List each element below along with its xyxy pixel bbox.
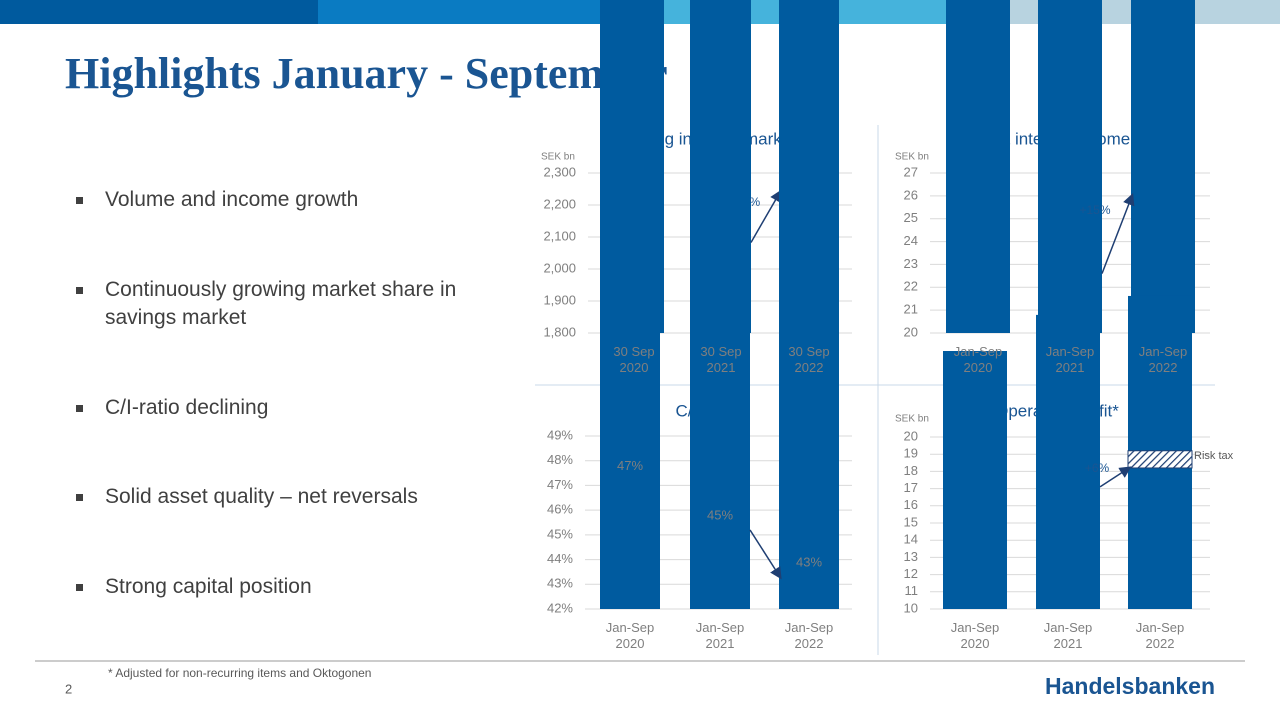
y-tick-label: 1,900 [543,292,576,307]
y-tick-label: 2,100 [543,228,576,243]
axis-unit: SEK bn [895,152,929,163]
slide-title: Highlights January - September [65,49,668,98]
segment-label: Risk tax [1194,450,1234,462]
x-tick-label: Jan-Sep 2021 [695,620,745,651]
bullet: Strong capital position [105,575,312,598]
y-tick-label: 48% [547,452,573,467]
footnote: * Adjusted for non-recurring items and O… [108,666,371,680]
y-tick-label: 43% [547,576,573,591]
growth-arrow [750,189,782,243]
y-tick-label: 44% [547,551,573,566]
value-label: 47% [617,458,643,473]
bar [1131,0,1195,333]
y-tick-label: 17 [904,480,918,495]
y-tick-label: 19 [904,446,918,461]
y-tick-label: 46% [547,502,573,517]
x-tick-label: Jan-Sep 2021 [1045,344,1095,375]
x-tick-label: 30 Sep 2020 [613,344,655,375]
logo: Handelsbanken [1045,673,1215,699]
bullet-dot [76,494,83,501]
axis-unit: SEK bn [541,152,575,163]
top-bar [960,0,1280,24]
y-tick-label: 2,200 [543,196,576,211]
x-tick-label: Jan-Sep 2020 [605,620,655,651]
x-tick-label: Jan-Sep 2022 [1135,620,1185,651]
bar [690,0,750,609]
bullet: C/I-ratio declining [105,396,269,419]
bullet-dot [76,405,83,412]
y-tick-label: 22 [904,279,918,294]
x-tick-label: Jan-Sep 2020 [950,620,1000,651]
y-tick-label: 2,000 [543,260,576,275]
y-tick-label: 27 [904,164,918,179]
x-tick-label: Jan-Sep 2022 [1138,344,1188,375]
y-tick-label: 18 [904,463,918,478]
y-tick-label: 15 [904,514,918,529]
value-label: 43% [796,554,822,569]
y-tick-label: 26 [904,187,918,202]
bullet: Solid asset quality – net reversals [105,485,418,508]
growth-annotation: +15% [1079,203,1110,217]
bullet-dot [76,197,83,204]
bar [600,0,660,609]
y-tick-label: 20 [904,428,918,443]
y-tick-label: 14 [904,532,918,547]
y-tick-label: 24 [904,233,918,248]
bullet-dot [76,584,83,591]
y-tick-label: 11 [905,583,919,598]
y-tick-label: 21 [904,302,918,317]
growth-annotation: +6% [1085,461,1110,475]
y-tick-label: 25 [904,210,918,225]
growth-arrow [749,529,782,580]
bullet: Volume and income growth [105,188,359,211]
bar [946,0,1010,333]
bullet: Continuously growing market share in sav… [105,278,457,329]
x-tick-label: 30 Sep 2022 [788,344,830,375]
y-tick-label: 13 [904,549,918,564]
x-tick-label: Jan-Sep 2021 [1043,620,1093,651]
axis-unit: SEK bn [895,414,929,425]
y-tick-label: 23 [904,256,918,271]
bar [1036,314,1100,609]
x-tick-label: Jan-Sep 2020 [953,344,1003,375]
hatched-bar [1127,450,1193,469]
page-number: 2 [65,681,72,696]
y-tick-label: 16 [904,497,918,512]
top-bar [318,0,637,24]
y-tick-label: 49% [547,427,573,442]
growth-arrow [1101,193,1135,274]
growth-arrow [1099,466,1132,488]
bar [1038,0,1102,333]
y-tick-label: 45% [547,526,573,541]
y-tick-label: 2,300 [543,164,576,179]
x-tick-label: 30 Sep 2021 [700,344,742,375]
y-tick-label: 12 [904,566,918,581]
y-tick-label: 47% [547,477,573,492]
x-tick-label: Jan-Sep 2022 [784,620,834,651]
bar [779,0,839,609]
y-tick-label: 20 [904,324,918,339]
top-bar [0,0,318,24]
value-label: 45% [707,507,733,522]
bullet-dot [76,287,83,294]
y-tick-label: 10 [904,600,918,615]
bar [943,351,1007,609]
y-tick-label: 1,800 [543,324,576,339]
y-tick-label: 42% [547,600,573,615]
